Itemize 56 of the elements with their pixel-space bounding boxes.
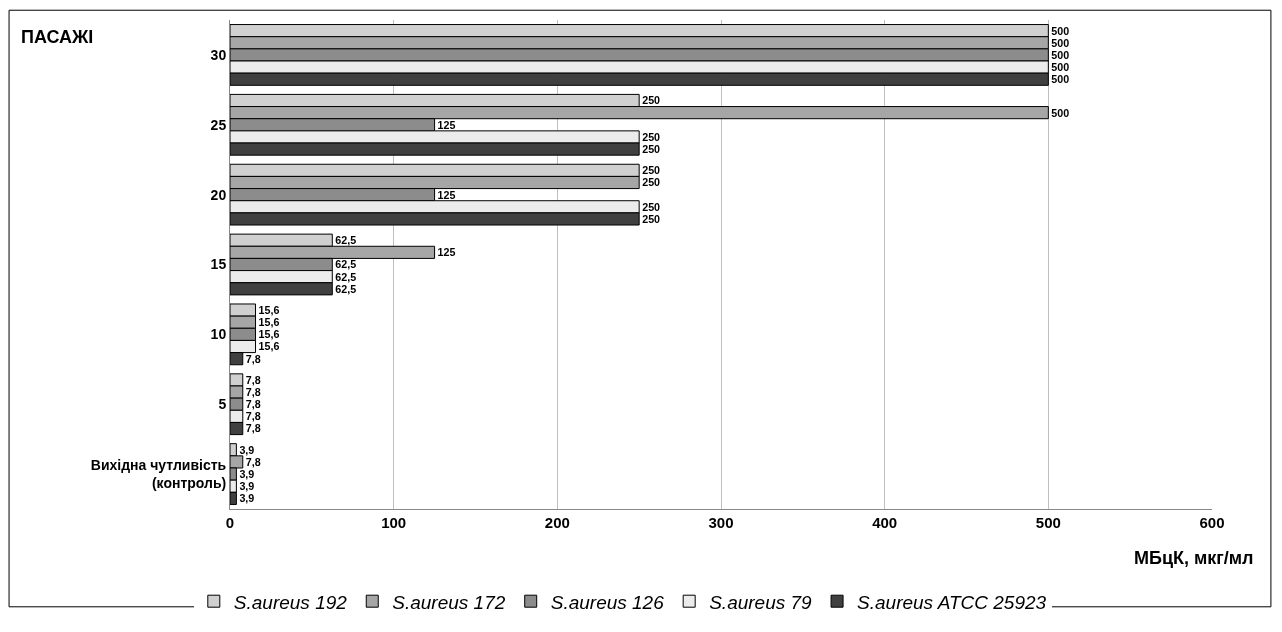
y-tick-label: 25	[210, 116, 227, 133]
legend-label: S.aureus 172	[392, 591, 506, 613]
data-label: 7,8	[245, 455, 261, 468]
y-axis-title: ПАСАЖІ	[21, 27, 94, 47]
data-label: 62,5	[335, 282, 357, 295]
data-label: 500	[1051, 61, 1070, 74]
legend-label: S.aureus ATCC 25923	[857, 591, 1047, 613]
data-label: 62,5	[335, 258, 357, 271]
data-label: 15,6	[258, 303, 280, 316]
data-label: 125	[437, 246, 456, 259]
data-label: 62,5	[335, 270, 357, 283]
legend-label: S.aureus 126	[550, 591, 665, 613]
x-tick-label: 300	[708, 514, 734, 531]
data-label: 15,6	[258, 340, 280, 353]
data-label: 3,9	[239, 468, 255, 480]
y-tick-label: 30	[210, 46, 227, 63]
legend-label: S.aureus 79	[709, 591, 813, 613]
x-tick-label: 400	[872, 514, 898, 531]
data-label: 7,8	[245, 373, 261, 386]
data-label: 15,6	[258, 328, 280, 341]
data-label: 3,9	[239, 480, 255, 493]
y-tick-label: 10	[210, 326, 227, 343]
data-label: 500	[1051, 36, 1070, 49]
data-label: 3,9	[239, 443, 255, 456]
data-label: 500	[1051, 106, 1070, 119]
x-tick-label: 600	[1199, 514, 1225, 531]
x-tick-label: 0	[225, 514, 235, 531]
data-label: 250	[642, 164, 661, 177]
data-label: 7,8	[245, 352, 261, 365]
data-label: 500	[1051, 24, 1070, 37]
data-label: 250	[642, 130, 661, 143]
legend-label: S.aureus 192	[233, 591, 348, 613]
data-label: 250	[642, 212, 661, 225]
data-label: 7,8	[245, 422, 261, 435]
data-label: 62,5	[335, 234, 357, 247]
x-tick-label: 100	[381, 514, 407, 531]
y-tick-label: 20	[210, 186, 227, 203]
data-label: 250	[642, 94, 661, 107]
data-label: 125	[437, 118, 456, 131]
x-tick-label: 200	[544, 514, 570, 531]
data-label: 125	[437, 188, 456, 201]
data-label: 500	[1051, 73, 1070, 86]
data-label: 3,9	[239, 492, 255, 505]
y-tick-label: 5	[218, 396, 227, 413]
data-label: 7,8	[245, 410, 261, 423]
y-tick-label: 15	[210, 256, 227, 273]
x-axis-title: МБцК, мкг/мл	[1134, 548, 1254, 568]
data-label: 250	[642, 200, 661, 213]
data-label: 7,8	[245, 385, 261, 398]
data-label: 500	[1051, 48, 1070, 61]
data-label: 250	[642, 176, 661, 189]
x-tick-label: 500	[1035, 514, 1061, 531]
data-label: 250	[642, 143, 661, 156]
data-label: 15,6	[258, 316, 280, 329]
data-label: 7,8	[245, 398, 261, 411]
y-tick-label: Вихідна чутливість (контроль)	[90, 456, 227, 492]
